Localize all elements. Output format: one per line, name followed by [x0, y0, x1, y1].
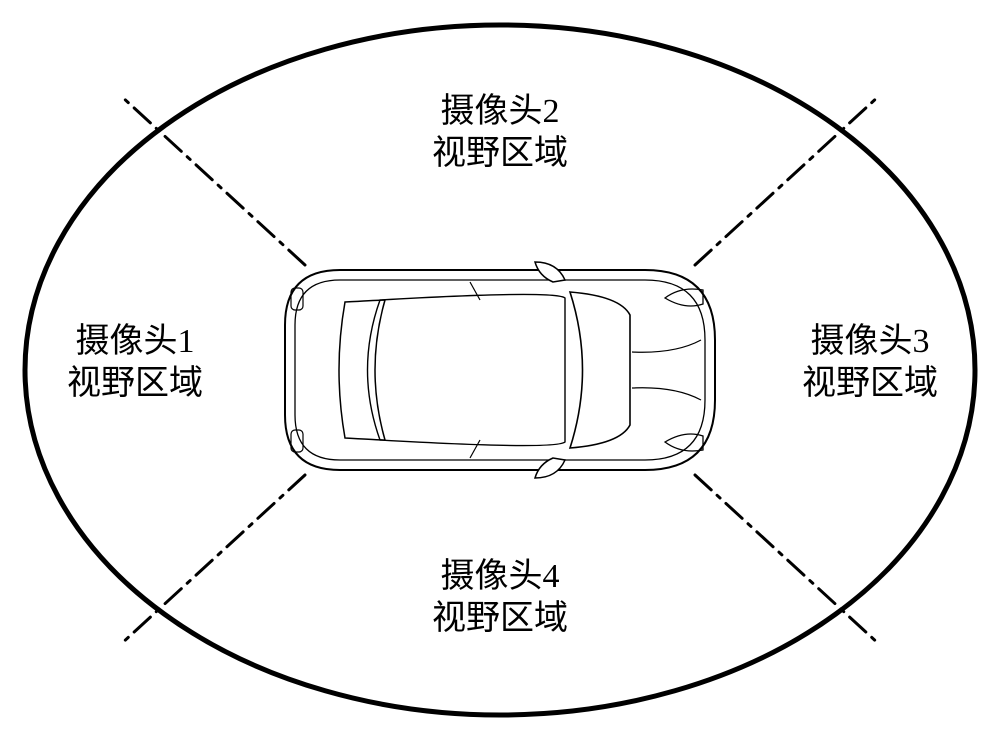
- camera-4-fov-label-line1: 摄像头4: [441, 557, 560, 595]
- camera-3-fov-label-line1: 摄像头3: [811, 322, 930, 360]
- camera-3-fov-label-line2: 视野区域: [802, 364, 938, 402]
- camera-1-fov-label-line1: 摄像头1: [76, 322, 195, 360]
- camera-2-fov-label: 摄像头2 视野区域: [432, 92, 568, 172]
- camera-3-fov-label: 摄像头3 视野区域: [802, 322, 938, 402]
- fov-divider-2: [695, 95, 880, 265]
- fov-divider-4: [695, 475, 880, 645]
- camera-1-fov-label-line2: 视野区域: [67, 364, 203, 402]
- car-top-view: [285, 262, 715, 478]
- camera-2-fov-label-line2: 视野区域: [432, 134, 568, 172]
- fov-divider-1: [120, 95, 305, 265]
- camera-4-fov-label-line2: 视野区域: [432, 599, 568, 637]
- camera-2-fov-label-line1: 摄像头2: [441, 92, 560, 130]
- fov-divider-3: [120, 475, 305, 645]
- camera-1-fov-label: 摄像头1 视野区域: [67, 322, 203, 402]
- camera-4-fov-label: 摄像头4 视野区域: [432, 557, 568, 637]
